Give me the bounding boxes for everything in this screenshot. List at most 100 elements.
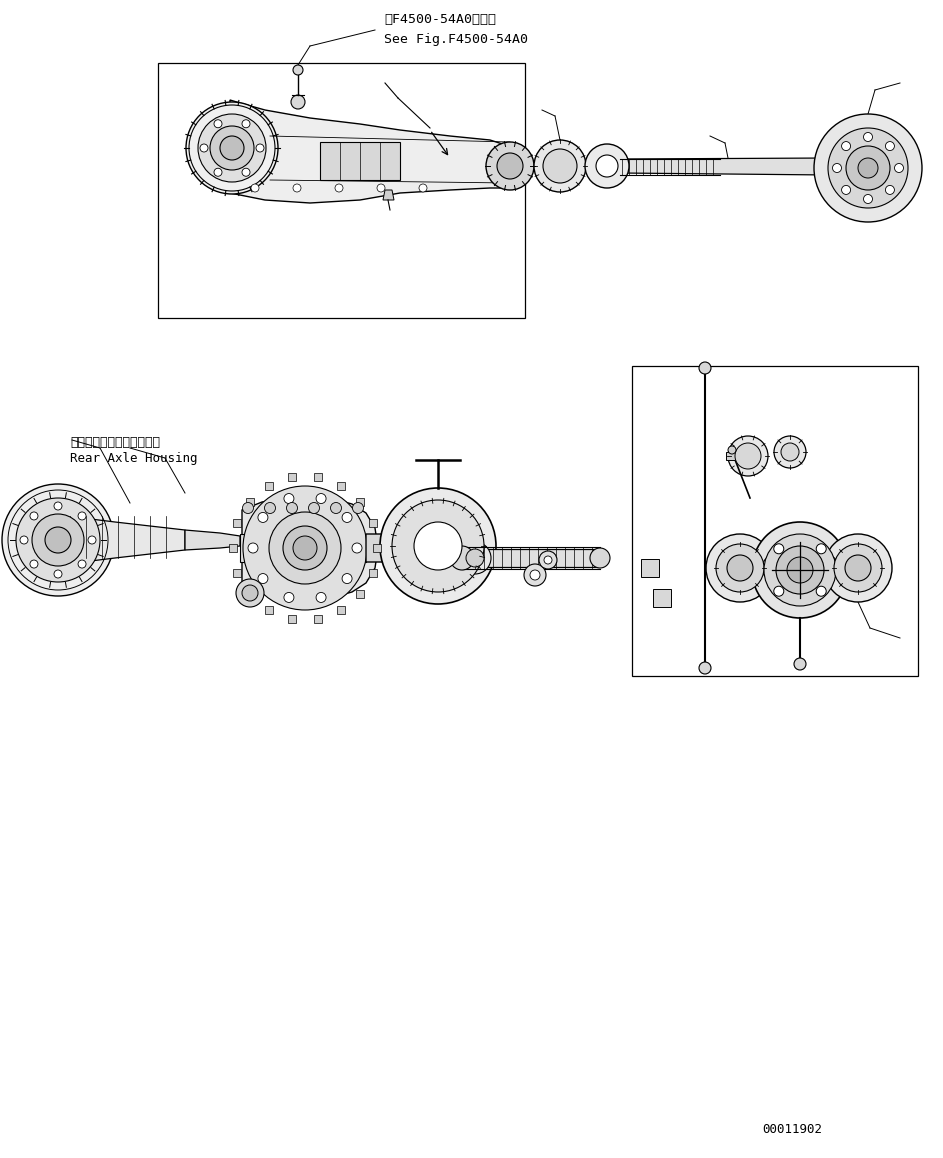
Circle shape xyxy=(727,555,753,581)
Circle shape xyxy=(308,503,320,513)
Bar xyxy=(320,142,400,179)
Circle shape xyxy=(885,141,894,151)
Circle shape xyxy=(220,135,244,160)
Circle shape xyxy=(845,555,871,581)
Circle shape xyxy=(596,155,618,177)
Circle shape xyxy=(30,560,38,569)
Circle shape xyxy=(392,500,484,592)
Circle shape xyxy=(377,184,385,192)
Bar xyxy=(313,474,322,481)
Polygon shape xyxy=(366,534,428,562)
Circle shape xyxy=(210,126,254,170)
Circle shape xyxy=(752,522,848,618)
Polygon shape xyxy=(242,496,378,600)
Bar xyxy=(229,544,237,552)
Bar xyxy=(356,591,364,599)
Bar xyxy=(246,498,254,506)
Circle shape xyxy=(243,486,367,610)
Circle shape xyxy=(543,149,577,183)
Circle shape xyxy=(728,446,736,454)
Bar xyxy=(653,589,671,607)
Circle shape xyxy=(78,512,86,520)
Circle shape xyxy=(16,498,100,582)
Circle shape xyxy=(316,593,326,602)
Circle shape xyxy=(774,544,784,554)
Bar xyxy=(265,482,273,490)
Circle shape xyxy=(419,184,427,192)
Circle shape xyxy=(858,157,878,178)
Circle shape xyxy=(864,132,872,141)
Circle shape xyxy=(774,437,806,468)
Circle shape xyxy=(776,547,824,594)
Bar xyxy=(369,569,376,577)
Circle shape xyxy=(20,536,28,544)
Circle shape xyxy=(486,142,534,190)
Circle shape xyxy=(699,662,711,674)
Circle shape xyxy=(450,547,474,570)
Circle shape xyxy=(828,129,908,208)
Bar xyxy=(246,591,254,599)
Bar xyxy=(462,549,600,567)
Circle shape xyxy=(716,544,764,592)
Circle shape xyxy=(186,102,278,195)
Circle shape xyxy=(841,185,851,195)
Circle shape xyxy=(198,113,266,182)
Polygon shape xyxy=(58,515,185,565)
Circle shape xyxy=(287,503,297,513)
Circle shape xyxy=(264,503,275,513)
Circle shape xyxy=(774,586,784,596)
Polygon shape xyxy=(240,534,366,562)
Polygon shape xyxy=(185,530,240,550)
Circle shape xyxy=(236,579,264,607)
Bar xyxy=(289,615,296,623)
Circle shape xyxy=(380,488,496,604)
Bar xyxy=(313,615,322,623)
Circle shape xyxy=(817,586,826,596)
Circle shape xyxy=(284,593,294,602)
Circle shape xyxy=(242,585,258,601)
Circle shape xyxy=(762,555,788,581)
Circle shape xyxy=(214,168,222,176)
Circle shape xyxy=(534,140,586,192)
Circle shape xyxy=(45,527,71,554)
Text: 00011902: 00011902 xyxy=(762,1123,822,1136)
Circle shape xyxy=(32,514,84,566)
Circle shape xyxy=(335,184,343,192)
Circle shape xyxy=(841,141,851,151)
Circle shape xyxy=(864,195,872,204)
Circle shape xyxy=(353,503,363,513)
Circle shape xyxy=(787,557,813,582)
Circle shape xyxy=(200,144,208,152)
Circle shape xyxy=(885,185,894,195)
Bar xyxy=(233,569,241,577)
Circle shape xyxy=(352,543,362,554)
Circle shape xyxy=(585,144,629,188)
Circle shape xyxy=(342,573,352,584)
Circle shape xyxy=(794,658,806,670)
Bar xyxy=(726,452,738,460)
Circle shape xyxy=(258,513,268,522)
Circle shape xyxy=(2,484,114,596)
Circle shape xyxy=(214,119,222,127)
Bar xyxy=(373,544,381,552)
Circle shape xyxy=(242,503,254,513)
Circle shape xyxy=(283,526,327,570)
Circle shape xyxy=(251,184,259,192)
Circle shape xyxy=(342,513,352,522)
Circle shape xyxy=(764,534,836,606)
Bar xyxy=(289,474,296,481)
Circle shape xyxy=(817,544,826,554)
Text: See Fig.F4500-54A0: See Fig.F4500-54A0 xyxy=(384,32,528,46)
Circle shape xyxy=(293,65,303,75)
Circle shape xyxy=(833,163,841,173)
Circle shape xyxy=(330,503,341,513)
Text: リヤーアクスルハウジング: リヤーアクスルハウジング xyxy=(70,437,160,449)
Circle shape xyxy=(813,555,839,581)
Circle shape xyxy=(54,570,62,578)
Bar xyxy=(233,520,241,527)
Bar xyxy=(356,498,364,506)
Circle shape xyxy=(846,146,890,190)
Circle shape xyxy=(895,163,903,173)
Circle shape xyxy=(466,549,484,567)
Circle shape xyxy=(88,536,96,544)
